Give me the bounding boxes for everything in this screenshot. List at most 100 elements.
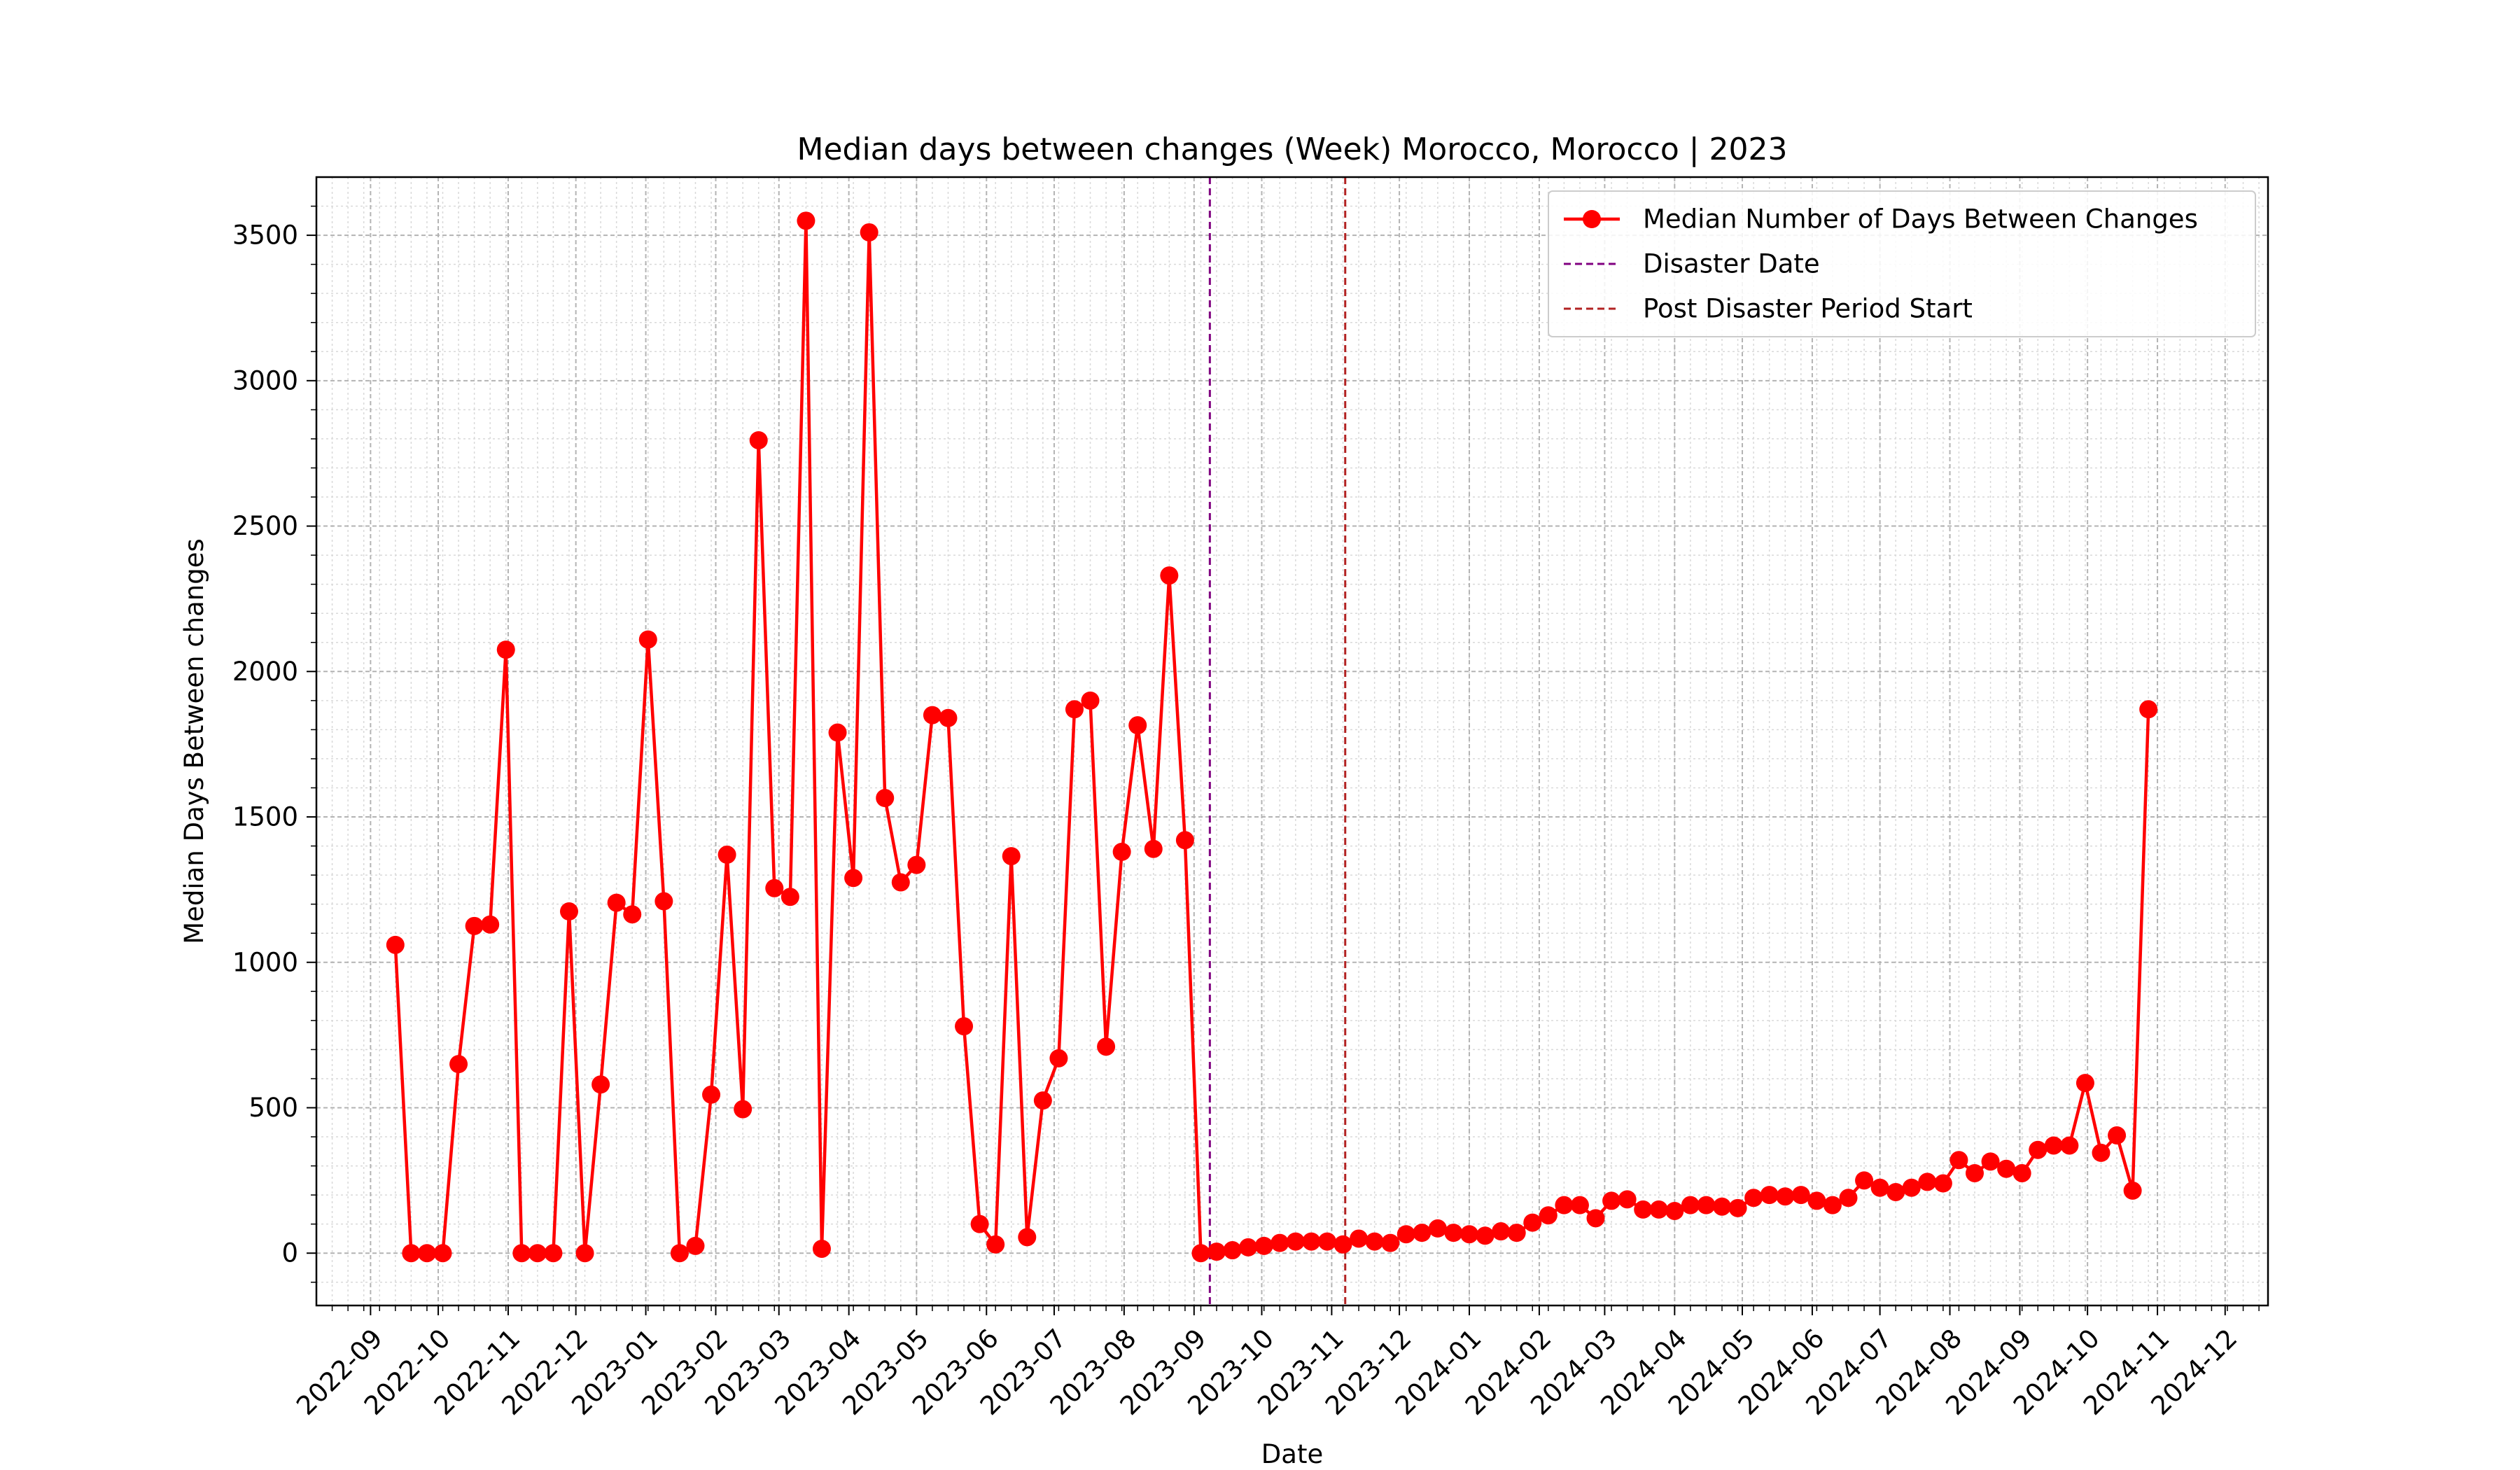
data-point [1460,1225,1479,1244]
y-tick-label: 500 [248,1093,298,1123]
data-point [1160,566,1179,585]
data-point [496,640,515,659]
data-point [1396,1225,1415,1244]
reference-lines [1208,177,1347,1306]
data-point [1618,1190,1637,1209]
data-point [1317,1232,1336,1251]
data-point [1807,1191,1826,1210]
data-point [1270,1233,1289,1252]
data-point [2139,700,2158,719]
data-point [1033,1091,1052,1110]
data-point [955,1017,974,1036]
data-point [575,1244,594,1263]
y-tick-label: 1000 [232,947,298,977]
data-point [812,1239,831,1258]
data-point [970,1214,989,1233]
data-point [1286,1232,1305,1251]
data-point [386,935,405,954]
data-point [465,916,484,935]
data-point [1870,1178,1889,1197]
data-point [2076,1074,2094,1093]
data-point [1713,1197,1732,1216]
data-point [702,1085,721,1104]
data-point [654,892,673,911]
data-point [923,706,941,724]
data-point [1097,1037,1116,1056]
legend-box [1548,190,2256,337]
data-point [2012,1163,2031,1182]
data-point [528,1244,547,1263]
data-point [1681,1196,1700,1214]
data-point [481,915,500,934]
data-point [2044,1136,2063,1155]
data-point [1254,1236,1273,1255]
y-tick-label: 2000 [232,657,298,687]
data-point [1918,1172,1937,1191]
legend-marker [1583,210,1601,228]
data-point [1191,1244,1210,1263]
data-point [2108,1126,2127,1144]
y-axis: 0 500 1000 1500 2000 2500 3000 3500 [232,205,316,1283]
data-point [1112,842,1131,861]
data-point [670,1244,689,1263]
data-point [1760,1186,1779,1205]
data-point [1839,1189,1858,1208]
data-point [1334,1235,1352,1254]
data-point [512,1244,531,1263]
data-point [1018,1228,1037,1247]
plot-frame [315,176,2269,1307]
data-point [1413,1224,1432,1242]
data-point [2029,1140,2047,1159]
data-point [559,902,578,921]
data-point [402,1244,421,1263]
data-point [1665,1201,1684,1220]
plot-area [316,177,2268,1306]
data-point [1444,1224,1463,1242]
data-point [797,211,816,230]
data-point [844,869,863,888]
data-point [1602,1191,1621,1210]
data-point [449,1055,468,1074]
data-point [765,878,784,897]
data-point [1144,839,1163,858]
data-point [1744,1189,1763,1208]
y-tick-label: 0 [281,1238,298,1268]
data-point [1949,1151,1968,1170]
chart-title: Median days between changes (Week) Moroc… [797,132,1787,167]
y-tick-label: 3500 [232,220,298,251]
data-point [1697,1196,1716,1214]
legend: Median Number of Days Between Changes Dis… [1548,190,2256,337]
data-point [592,1075,610,1094]
data-point [2123,1181,2142,1200]
data-point [1649,1200,1668,1219]
data-point [1175,831,1194,850]
data-point [1855,1171,1874,1190]
data-point [433,1244,452,1263]
data-point [1002,847,1021,866]
legend-label: Median Number of Days Between Changes [1643,204,2198,234]
data-point [1586,1209,1605,1228]
data-point [1476,1226,1494,1245]
legend-label: Post Disaster Period Start [1643,294,1973,324]
data-point [1507,1224,1526,1242]
data-point [638,630,657,649]
data-point [1791,1186,1810,1205]
legend-label: Disaster Date [1643,249,1820,279]
data-point [607,893,626,912]
data-point [2060,1136,2079,1155]
x-axis-label: Date [1261,1439,1323,1469]
data-point [1208,1242,1226,1261]
data-point [718,846,736,864]
data-point [1428,1219,1447,1238]
data-point [1350,1229,1368,1248]
data-point [749,430,768,449]
data-point [1997,1159,2016,1178]
data-point [686,1236,705,1255]
data-point [1776,1187,1795,1206]
data-point [623,905,642,924]
data-point [1365,1232,1384,1251]
data-point [1823,1196,1842,1214]
data-point [544,1244,563,1263]
data-point [1065,700,1084,719]
data-point [1049,1049,1068,1068]
